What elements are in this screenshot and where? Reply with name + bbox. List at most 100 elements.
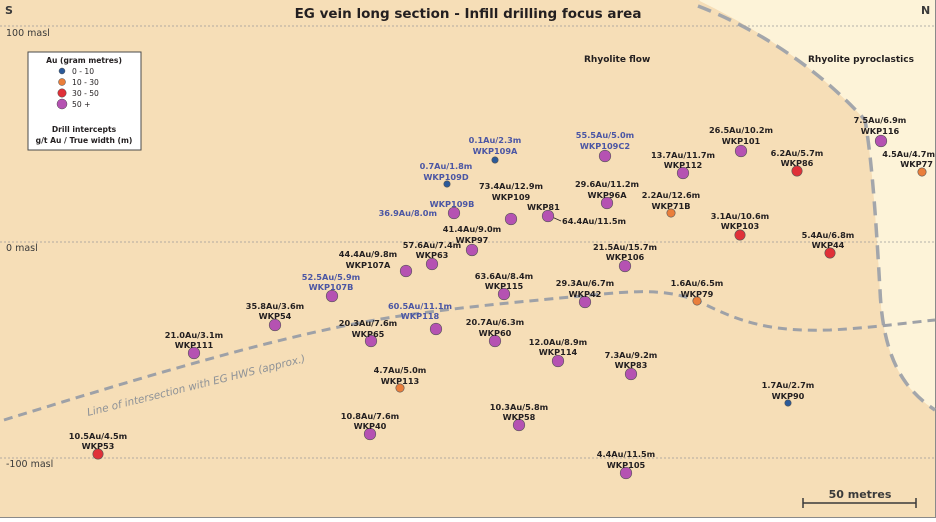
hole-id-label: WKP118 — [401, 311, 440, 321]
intercept-value-label: 63.6Au/8.4m — [475, 271, 533, 281]
hole-id-label: WKP42 — [569, 289, 602, 299]
elevation-label-minus100: -100 masl — [6, 459, 53, 470]
legend: Au (gram metres) 0 - 10 10 - 30 30 - 50 50 … — [27, 51, 142, 151]
intercept-value-label: 10.5Au/4.5m — [69, 431, 127, 441]
legend-marker — [58, 78, 66, 86]
legend-marker — [58, 67, 66, 75]
hole-id-label: WKP40 — [354, 421, 387, 431]
hole-id-label: WKP58 — [503, 412, 536, 422]
legend-box — [27, 51, 142, 151]
hole-id-label: WKP107B — [309, 282, 354, 292]
intercept-value-label: 20.3Au/7.6m — [339, 318, 397, 328]
drill-hole-marker — [504, 212, 518, 226]
scale-bar-label: 50 metres — [829, 488, 892, 501]
intercept-value-label: 2.2Au/12.6m — [642, 190, 700, 200]
intercept-value-label: 29.3Au/6.7m — [556, 278, 614, 288]
intercept-value-label: 3.1Au/10.6m — [711, 211, 769, 221]
drill-hole-marker — [791, 165, 803, 177]
drill-hole-marker — [917, 167, 927, 177]
drill-hole-marker — [443, 180, 451, 188]
intercept-value-label: 26.5Au/10.2m — [709, 125, 773, 135]
drill-hole-marker — [874, 134, 888, 148]
drill-hole-marker — [512, 418, 526, 432]
hole-id-label: WKP90 — [772, 391, 805, 401]
drill-hole-marker — [325, 289, 339, 303]
hole-id-label: WKP109D — [423, 172, 468, 182]
drill-hole-marker — [551, 354, 565, 368]
drill-hole-marker — [465, 243, 479, 257]
drill-hole-marker — [497, 287, 511, 301]
intercept-value-label: 29.6Au/11.2m — [575, 179, 639, 189]
legend-intercepts-sub: g/t Au / True width (m) — [36, 136, 133, 145]
intercept-value-label: 5.4Au/6.8m — [802, 230, 855, 240]
legend-marker — [57, 88, 67, 98]
legend-intercepts-heading: Drill intercepts — [52, 125, 117, 134]
intercept-value-label: 36.9Au/8.0m — [379, 208, 437, 218]
intercept-value-label: 7.5Au/6.9m — [854, 115, 907, 125]
drill-hole-marker — [692, 296, 702, 306]
drill-hole-marker — [447, 206, 461, 220]
intercept-value-label: 73.4Au/12.9m — [479, 181, 543, 191]
drill-hole-marker — [619, 466, 633, 480]
legend-item-label: 0 - 10 — [72, 67, 94, 76]
intercept-value-label: 13.7Au/11.7m — [651, 150, 715, 160]
drill-hole-marker — [399, 264, 413, 278]
hole-id-label: WKP111 — [175, 340, 214, 350]
drill-hole-marker — [666, 208, 676, 218]
unit-contact-line — [697, 4, 936, 412]
drill-hole-marker — [488, 334, 502, 348]
orientation-south: S — [5, 4, 13, 17]
elevation-label-0: 0 masl — [6, 243, 38, 254]
hole-id-label: WKP79 — [681, 289, 714, 299]
intercept-value-label: 20.7Au/6.3m — [466, 317, 524, 327]
figure-title: EG vein long section - Infill drilling f… — [295, 6, 642, 22]
drill-hole-marker — [624, 367, 638, 381]
hole-id-label: WKP65 — [352, 329, 385, 339]
drill-hole-marker — [541, 209, 555, 223]
intercept-value-label: 41.4Au/9.0m — [443, 224, 501, 234]
drill-hole-marker — [578, 295, 592, 309]
intercept-value-label: 60.5Au/11.1m — [388, 301, 452, 311]
hole-id-label: WKP101 — [722, 136, 761, 146]
intercept-value-label: 4.7Au/5.0m — [374, 365, 427, 375]
scale-bar: 50 metres — [802, 488, 917, 508]
hole-id-label: WKP116 — [861, 126, 900, 136]
orientation-north: N — [921, 4, 930, 17]
hole-id-label: WKP115 — [485, 281, 524, 291]
legend-items: 0 - 10 10 - 30 30 - 50 50 + — [56, 67, 99, 110]
elevation-label-100: 100 masl — [6, 28, 50, 39]
intercept-value-label: 0.7Au/1.8m — [420, 161, 473, 171]
hole-id-label: WKP60 — [479, 328, 512, 338]
drill-hole-marker — [598, 149, 612, 163]
drill-hole-marker — [429, 322, 443, 336]
hole-id-label: WKP109C2 — [580, 141, 630, 151]
drill-hole-marker — [491, 156, 499, 164]
drill-hole-marker — [784, 399, 792, 407]
drill-hole-marker — [676, 166, 690, 180]
drill-hole-marker — [363, 427, 377, 441]
drill-hole-marker — [364, 334, 378, 348]
intercept-value-label: 0.1Au/2.3m — [469, 135, 522, 145]
hole-id-label: WKP113 — [381, 376, 420, 386]
legend-item-label: 50 + — [72, 100, 90, 109]
intercept-value-label: 55.5Au/5.0m — [576, 130, 634, 140]
intercept-value-label: 64.4Au/11.5m — [562, 216, 626, 226]
rhyolite-pyroclastics-area — [698, 0, 935, 410]
hole-id-label: WKP77 — [900, 159, 933, 169]
legend-heading: Au (gram metres) — [46, 56, 122, 65]
intercept-value-label: 10.3Au/5.8m — [490, 402, 548, 412]
hole-id-label: WKP107A — [346, 260, 391, 270]
hole-id-label: WKP96A — [587, 190, 627, 200]
intercept-value-label: 52.5Au/5.9m — [302, 272, 360, 282]
intercept-value-label: 57.6Au/7.4m — [403, 240, 461, 250]
hole-id-label: WKP103 — [721, 221, 760, 231]
legend-item-label: 30 - 50 — [72, 89, 99, 98]
intercept-value-label: 21.0Au/3.1m — [165, 330, 223, 340]
intercept-value-label: 21.5Au/15.7m — [593, 242, 657, 252]
intercept-value-label: 4.5Au/4.7m — [882, 149, 935, 159]
hole-id-label: WKP97 — [456, 235, 489, 245]
